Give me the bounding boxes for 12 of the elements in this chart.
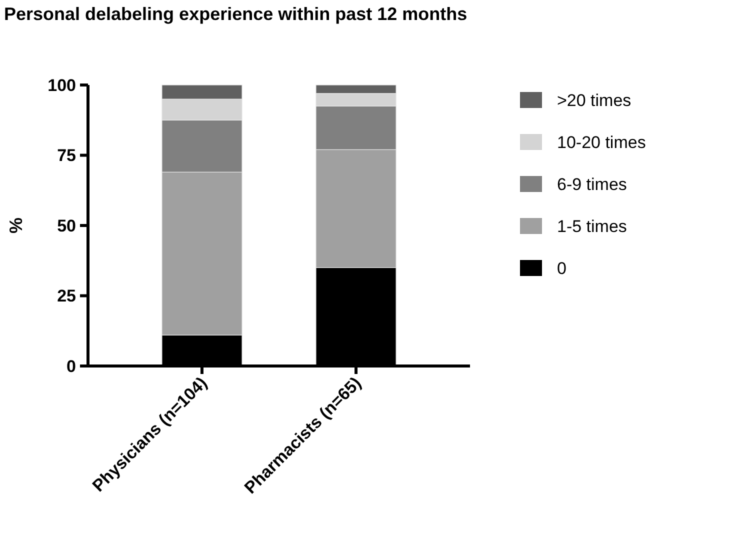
y-tick-label: 50 (57, 216, 76, 236)
y-axis-title: % (6, 217, 26, 234)
chart-title: Personal delabeling experience within past 12 months (4, 4, 468, 24)
y-tick-label: 25 (57, 286, 76, 306)
legend-label: 1-5 times (557, 216, 627, 236)
legend-label: 6-9 times (557, 174, 627, 194)
y-tick-label: 100 (48, 76, 76, 95)
y-tick-label: 75 (57, 146, 76, 166)
legend-label: 10-20 times (557, 132, 646, 152)
legend-label: >20 times (557, 90, 632, 110)
y-tick-label: 0 (66, 356, 76, 376)
legend-label: 0 (557, 258, 566, 278)
